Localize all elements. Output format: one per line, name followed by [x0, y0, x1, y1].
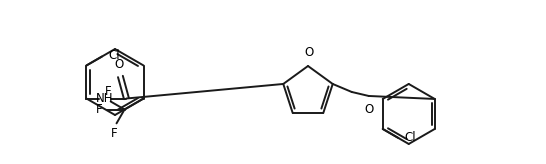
- Text: Cl: Cl: [108, 49, 120, 62]
- Text: O: O: [304, 46, 313, 59]
- Text: F: F: [105, 84, 112, 98]
- Text: F: F: [111, 127, 118, 140]
- Text: NH: NH: [96, 92, 113, 105]
- Text: F: F: [96, 103, 103, 116]
- Text: O: O: [115, 58, 124, 71]
- Text: O: O: [364, 103, 373, 116]
- Text: Cl: Cl: [405, 132, 416, 144]
